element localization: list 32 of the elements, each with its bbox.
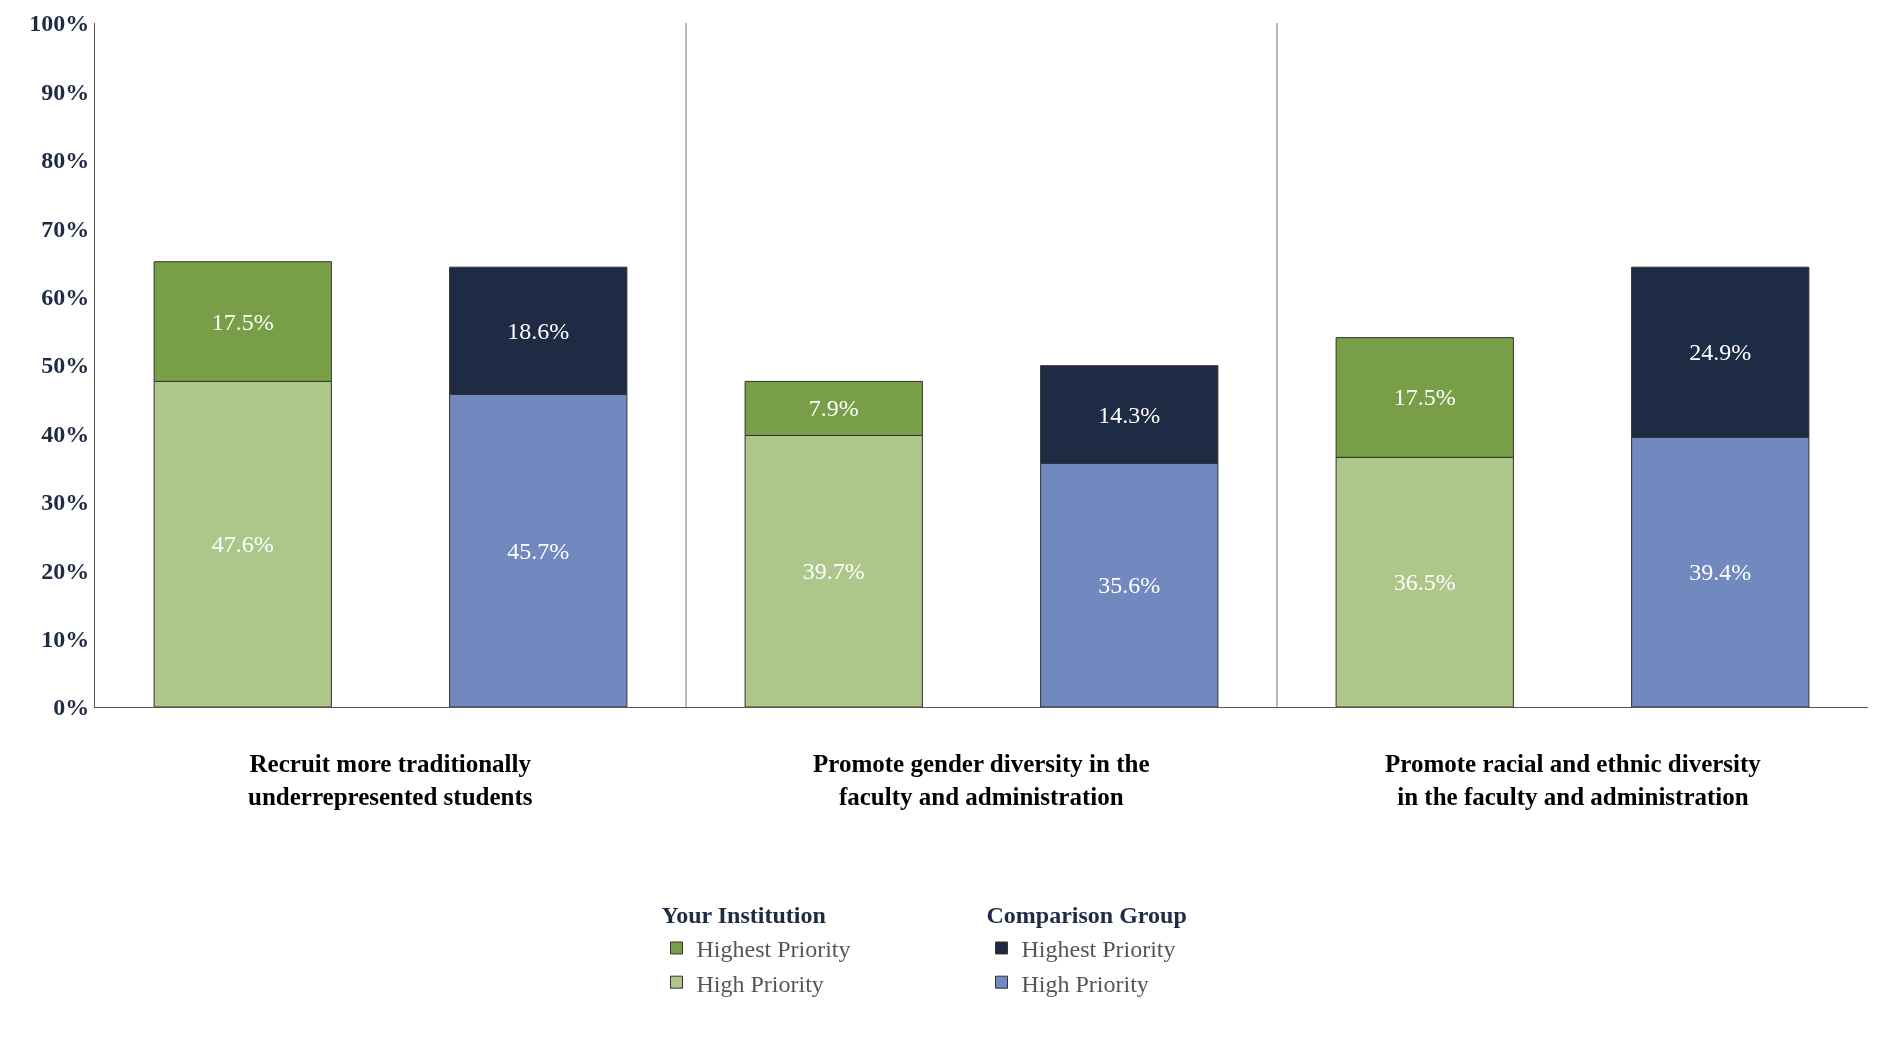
legend-label: High Priority bbox=[696, 970, 824, 997]
y-tick-label: 90% bbox=[41, 78, 90, 105]
data-label: 35.6% bbox=[1098, 572, 1161, 599]
text: Your Institution bbox=[661, 902, 826, 929]
data-label: 17.5% bbox=[211, 308, 274, 335]
y-tick-label: 100% bbox=[29, 10, 90, 37]
y-tick-label: 20% bbox=[41, 557, 90, 584]
y-tick-label: 70% bbox=[41, 215, 90, 242]
data-label: 7.9% bbox=[808, 395, 859, 422]
y-tick-label: 60% bbox=[41, 284, 90, 310]
data-label: 14.3% bbox=[1098, 401, 1161, 428]
y-tick-label: 80% bbox=[41, 147, 90, 174]
y-tick-label: 50% bbox=[41, 352, 90, 379]
y-tick-label: 10% bbox=[41, 626, 90, 652]
data-label: 47.6% bbox=[211, 531, 274, 558]
text: Recruit more traditionally underrepresented students bbox=[248, 750, 533, 810]
legend-label: Highest Priority bbox=[1021, 936, 1176, 963]
data-label: 39.7% bbox=[802, 558, 865, 585]
data-label: 45.7% bbox=[507, 537, 570, 564]
legend-label: Highest Priority bbox=[696, 936, 851, 963]
y-tick-label: 40% bbox=[41, 420, 90, 447]
text: Comparison Group bbox=[986, 902, 1187, 929]
text: Promote racial and ethnic diversity in the faculty and administration bbox=[1385, 750, 1762, 810]
data-label: 18.6% bbox=[507, 317, 570, 344]
data-label: 39.4% bbox=[1689, 559, 1752, 586]
legend-label: High Priority bbox=[1021, 970, 1149, 997]
data-label: 36.5% bbox=[1393, 569, 1456, 596]
y-tick-label: 0% bbox=[53, 694, 90, 721]
data-label: 17.5% bbox=[1393, 384, 1456, 411]
data-label: 24.9% bbox=[1689, 339, 1752, 366]
y-tick-label: 30% bbox=[41, 489, 90, 516]
text: Promote gender diversity in the faculty and administration bbox=[813, 750, 1150, 810]
